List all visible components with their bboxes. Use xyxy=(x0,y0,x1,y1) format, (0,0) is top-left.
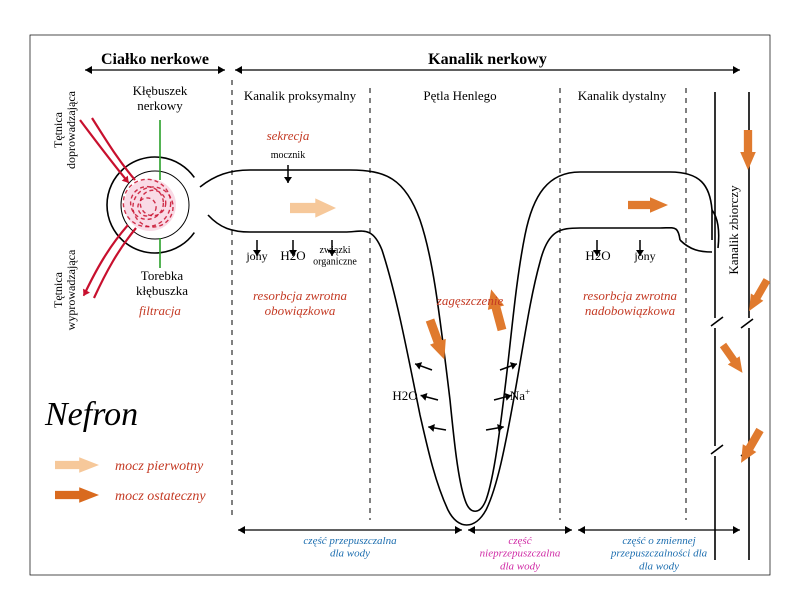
afferent-arteriole xyxy=(92,118,135,180)
distal-connector xyxy=(680,240,712,252)
final-flow-arrow xyxy=(717,341,748,377)
subsection-label: Kanalik proksymalny xyxy=(244,88,357,103)
inline-label: filtracja xyxy=(139,303,181,318)
afferent-arteriole xyxy=(80,120,128,182)
section-label: Ciałko nerkowe xyxy=(101,51,209,68)
small-arrow xyxy=(485,423,504,434)
inline-label: zagęszczenie xyxy=(436,293,504,308)
inline-label: jony xyxy=(633,249,655,263)
range-arrow xyxy=(468,526,572,534)
legend-arrow xyxy=(55,487,99,503)
glomerulus xyxy=(123,179,176,231)
small-arrow xyxy=(420,391,439,403)
small-arrow xyxy=(80,289,90,298)
diagram-title: Nefron xyxy=(44,396,138,433)
svg-text:Tętnicawyprowadzająca: Tętnicawyprowadzająca xyxy=(51,249,78,330)
legend-arrow xyxy=(55,457,99,473)
side-label: Tętnicadoprowadzająca xyxy=(51,90,78,169)
small-arrow xyxy=(428,423,447,434)
inline-label: jony xyxy=(245,249,267,263)
inline-label: H2O xyxy=(585,248,610,263)
svg-text:Kanalik zbiorczy: Kanalik zbiorczy xyxy=(726,185,741,275)
small-arrow xyxy=(284,165,292,183)
side-label: Tętnicawyprowadzająca xyxy=(51,249,78,330)
subsection-label: Kłębuszeknerkowy xyxy=(133,83,188,113)
inline-label: związkiorganiczne xyxy=(313,245,357,268)
svg-text:Tętnicadoprowadzająca: Tętnicadoprowadzająca xyxy=(51,90,78,169)
subsection-label: Kanalik dystalny xyxy=(578,88,667,103)
inline-label: resorbcja zwrotnaobowiązkowa xyxy=(253,288,348,318)
permeability-label: część przepuszczalnadla wody xyxy=(303,535,397,560)
inline-label: mocznik xyxy=(271,150,305,161)
permeability-label: częśćnieprzepuszczalnadla wody xyxy=(480,535,561,572)
tubule-outer xyxy=(200,170,712,511)
inline-label: resorbcja zwrotnanadobowiązkowa xyxy=(583,288,678,318)
permeability-label: część o zmiennejprzepuszczalności dladla… xyxy=(610,535,708,572)
inline-label: H2O xyxy=(280,248,305,263)
final-flow-arrow xyxy=(628,197,668,213)
range-arrow xyxy=(238,526,462,534)
final-flow-arrow xyxy=(740,130,756,170)
inline-label: sekrecja xyxy=(267,128,310,143)
small-arrow xyxy=(414,360,434,374)
legend-label: mocz ostateczny xyxy=(115,489,206,504)
legend-label: mocz pierwotny xyxy=(115,459,204,474)
side-label: Kanalik zbiorczy xyxy=(726,185,741,275)
primary-flow-arrow xyxy=(290,198,336,217)
inline-label: H2O xyxy=(392,388,417,403)
inline-label: Torebkakłębuszka xyxy=(136,268,188,298)
final-flow-arrow xyxy=(743,276,773,314)
efferent-arteriole xyxy=(84,225,128,295)
inline-label: Na+ xyxy=(510,387,530,403)
subsection-label: Pętla Henlego xyxy=(423,88,496,103)
section-label: Kanalik nerkowy xyxy=(428,51,547,68)
final-flow-arrow xyxy=(422,317,452,362)
